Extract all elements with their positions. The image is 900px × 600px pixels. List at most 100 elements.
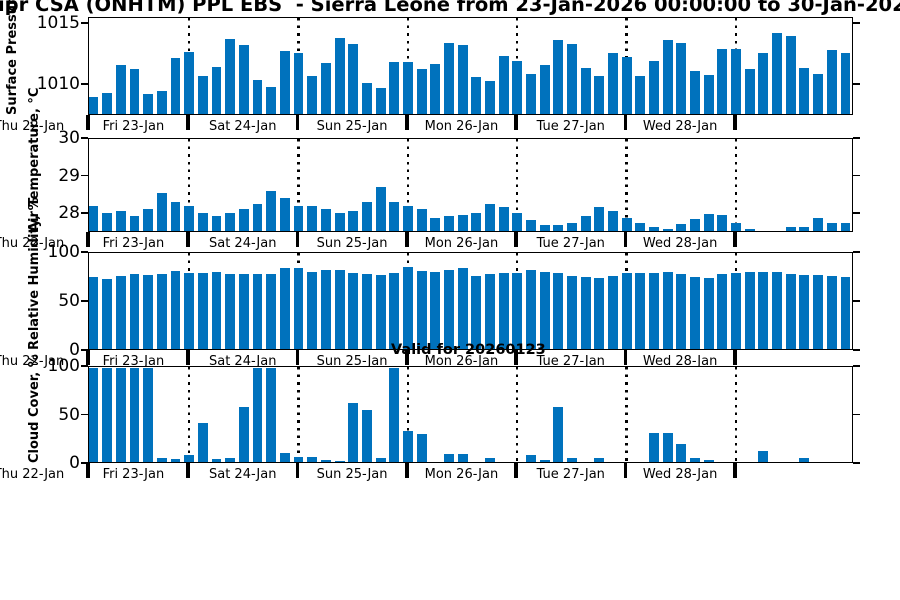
y-tick-mark [81, 251, 88, 253]
bar [170, 201, 181, 231]
bar [772, 33, 782, 114]
bar [211, 459, 222, 462]
bar [211, 272, 222, 349]
bar [198, 212, 208, 231]
y-tick-label: 0 [69, 453, 80, 473]
bar [799, 458, 810, 462]
bar [485, 80, 495, 114]
y-axis-label: Surface Pressure, mb [5, 0, 20, 115]
bar [348, 273, 359, 349]
bar [526, 270, 536, 349]
day-grid-line [297, 139, 300, 231]
y-tick-label: 50 [58, 404, 80, 425]
bar [430, 272, 441, 349]
bar [840, 53, 851, 114]
bar [362, 83, 372, 114]
bar [744, 272, 755, 349]
bar [115, 368, 126, 462]
day-label: Wed 28-Jan [642, 236, 718, 251]
day-label: Wed 28-Jan [642, 354, 718, 369]
bar [785, 35, 796, 114]
bar [444, 216, 454, 231]
bar [225, 212, 236, 231]
bar [567, 43, 577, 114]
bar [485, 458, 495, 462]
bar [553, 224, 564, 231]
day-boundary-tick [295, 115, 300, 130]
day-boundary-tick [733, 232, 737, 247]
day-grid-line [515, 139, 519, 231]
day-boundary-tick [86, 115, 90, 130]
valid-for-label: Valid for 20260123 [391, 342, 546, 358]
bar [239, 209, 249, 231]
bar [389, 201, 400, 231]
bar [389, 273, 400, 349]
bar [157, 91, 167, 114]
day-label: Fri 23-Jan [102, 119, 165, 134]
day-label: Sun 25-Jan [316, 236, 388, 251]
bar [225, 458, 236, 462]
bar [621, 217, 632, 231]
day-boundary-tick [186, 463, 190, 478]
bar [115, 65, 126, 114]
bar [690, 219, 700, 231]
bar [717, 273, 728, 349]
bar [498, 273, 509, 349]
day-boundary-tick [733, 463, 737, 478]
bar [799, 274, 810, 349]
bar [115, 275, 126, 349]
bar [430, 218, 441, 231]
y-tick-mark [81, 349, 88, 351]
bar [471, 212, 482, 231]
bar [321, 270, 331, 349]
bar [717, 48, 728, 114]
bar [143, 274, 154, 349]
day-boundary-tick [295, 232, 300, 247]
day-label: Wed 28-Jan [642, 467, 718, 482]
bar [307, 205, 318, 231]
bar [690, 276, 700, 349]
y-tick-mark [81, 137, 88, 139]
bar [348, 43, 359, 114]
bar [293, 457, 304, 462]
bar [703, 74, 714, 114]
bar [252, 368, 263, 462]
bar [826, 49, 837, 114]
y-tick-mark [853, 462, 860, 464]
bar [225, 273, 236, 349]
day-grid-line [625, 139, 628, 231]
bar [321, 209, 331, 231]
plot-area [88, 252, 853, 350]
bar [567, 458, 577, 462]
bar [170, 459, 181, 462]
day-boundary-tick [623, 350, 628, 365]
bar [512, 212, 523, 231]
bar [198, 76, 208, 114]
bar [608, 53, 618, 114]
bar [813, 73, 823, 114]
day-label: Tue 27-Jan [536, 354, 605, 369]
bar [580, 276, 591, 349]
bar [321, 460, 331, 462]
y-tick-mark [81, 22, 88, 24]
bar [334, 38, 345, 114]
day-label: Sun 25-Jan [316, 354, 388, 369]
bar [539, 224, 550, 231]
bar [485, 203, 495, 231]
bar [840, 276, 851, 349]
bar [403, 267, 413, 349]
bar [252, 273, 263, 349]
bar [403, 205, 413, 231]
bar [375, 274, 386, 349]
plot-area [88, 138, 853, 232]
bar [89, 97, 99, 114]
bar [280, 51, 290, 114]
day-grid-line [406, 139, 409, 231]
bar [649, 432, 659, 462]
day-label: Fri 23-Jan [102, 236, 165, 251]
bar [266, 273, 277, 349]
bar [512, 60, 523, 114]
y-tick-mark [853, 251, 860, 253]
day-boundary-tick [623, 232, 628, 247]
bar [239, 406, 249, 462]
